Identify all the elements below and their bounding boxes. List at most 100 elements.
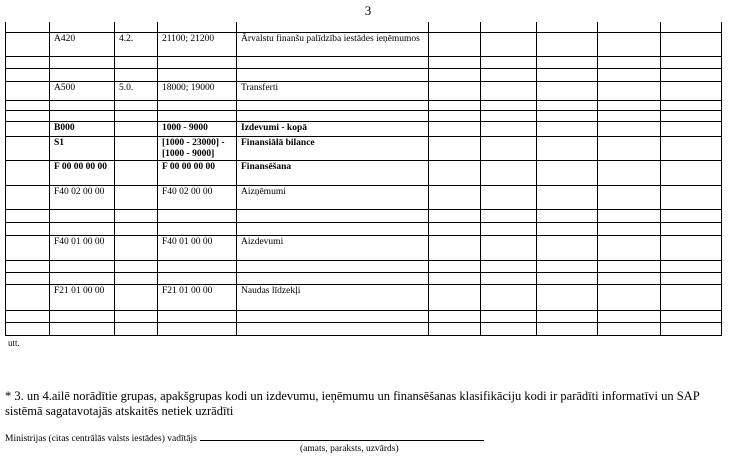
table-cell [536, 221, 598, 236]
table-cell [536, 259, 598, 273]
table-cell [157, 321, 237, 336]
table-cell [536, 184, 598, 210]
table-cell [114, 120, 158, 137]
table-cell [480, 159, 537, 186]
table-cell: 18000; 19000 [157, 80, 237, 101]
table-cell [480, 184, 537, 210]
table-cell [5, 184, 50, 210]
table-cell [236, 22, 429, 33]
table-cell: 21100; 21200 [157, 31, 237, 57]
table-cell [660, 208, 722, 223]
table-cell [428, 221, 481, 236]
table-cell [114, 234, 158, 261]
table-cell [536, 22, 598, 33]
table-cell [480, 31, 537, 57]
table-cell [660, 109, 722, 122]
table-cell [597, 221, 661, 236]
etc-note: utt. [8, 338, 20, 348]
table-cell [597, 99, 661, 111]
table-cell [157, 99, 237, 111]
table-cell [597, 208, 661, 223]
table-cell [597, 31, 661, 57]
table-cell [660, 80, 722, 101]
signature-field [199, 431, 484, 441]
table-cell: F 00 00 00 00 [157, 159, 237, 186]
table-cell [236, 259, 429, 273]
table-cell: 5.0. [114, 80, 158, 101]
table-cell [236, 221, 429, 236]
table-row [5, 259, 722, 273]
table-cell [480, 120, 537, 137]
table-cell [536, 99, 598, 111]
table-cell [597, 184, 661, 210]
table-cell [157, 67, 237, 82]
table-cell [660, 31, 722, 57]
table-cell [5, 208, 50, 223]
table-cell: Ārvalstu finanšu palīdzība iestādes ieņē… [236, 31, 429, 57]
table-cell [236, 271, 429, 285]
table-cell [5, 67, 50, 82]
table-cell [597, 55, 661, 69]
table-cell [660, 67, 722, 82]
table-cell [5, 55, 50, 69]
table-cell [597, 259, 661, 273]
classification-table: A420 4.2. 21100; 21200 Ārvalstu finanšu pal… [5, 22, 722, 336]
table-cell [49, 109, 115, 122]
table-cell [597, 234, 661, 261]
table-cell [114, 22, 158, 33]
table-cell [536, 271, 598, 285]
table-cell [114, 159, 158, 186]
table-cell [597, 80, 661, 101]
table-cell [114, 109, 158, 122]
table-cell [5, 259, 50, 273]
table-cell: Izdevumi - kopā [236, 120, 429, 137]
table-cell [480, 109, 537, 122]
table-cell: F40 01 00 00 [49, 234, 115, 261]
table-cell [114, 99, 158, 111]
table-cell [236, 321, 429, 336]
table-cell [428, 159, 481, 186]
table-cell [114, 67, 158, 82]
table-cell [114, 135, 158, 161]
table-cell: F40 01 00 00 [157, 234, 237, 261]
table-cell [597, 271, 661, 285]
table-cell [536, 67, 598, 82]
table-cell [5, 271, 50, 285]
table-cell: Aizņēmumi [236, 184, 429, 210]
table-cell [49, 309, 115, 323]
table-cell [660, 120, 722, 137]
table-cell [597, 135, 661, 161]
table-cell [660, 271, 722, 285]
table-cell: A420 [49, 31, 115, 57]
table-cell [660, 221, 722, 236]
table-cell [480, 321, 537, 336]
table-cell [5, 321, 50, 336]
table-cell [5, 120, 50, 137]
table-cell [236, 55, 429, 69]
table-row [5, 55, 722, 69]
table-cell [480, 309, 537, 323]
table-cell [114, 309, 158, 323]
table-row [5, 309, 722, 323]
table-cell [428, 120, 481, 137]
table-cell [536, 159, 598, 186]
table-cell [5, 22, 50, 33]
table-cell [114, 55, 158, 69]
table-cell [660, 22, 722, 33]
table-cell [480, 221, 537, 236]
table-cell [660, 321, 722, 336]
table-cell [480, 271, 537, 285]
table-cell: Naudas līdzekļi [236, 283, 429, 311]
table-row: A420 4.2. 21100; 21200 Ārvalstu finanšu pal… [5, 31, 722, 57]
table-cell [660, 55, 722, 69]
table-cell [49, 99, 115, 111]
table-cell [5, 309, 50, 323]
table-row: A500 5.0. 18000; 19000 Transferti [5, 80, 722, 101]
table-cell [536, 80, 598, 101]
table-cell [480, 22, 537, 33]
table-row [5, 321, 722, 336]
table-cell [428, 55, 481, 69]
table-cell [428, 109, 481, 122]
table-cell [480, 80, 537, 101]
table-cell: Aizdevumi [236, 234, 429, 261]
